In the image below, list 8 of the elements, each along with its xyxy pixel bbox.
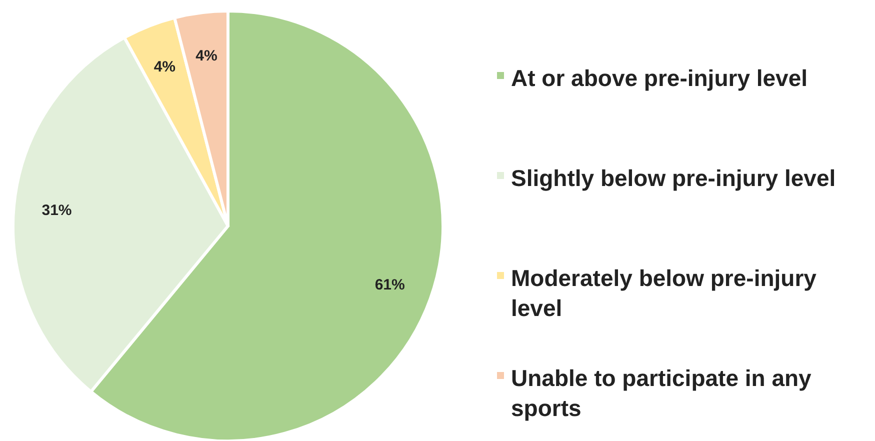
legend-label: Slightly below pre-injury level [511,165,836,191]
legend-label: Moderately below pre-injury level [511,265,817,321]
legend-label: At or above pre-injury level [511,65,808,91]
data-label: 61% [374,276,405,294]
data-label: 4% [196,48,218,65]
data-label: 31% [42,202,72,220]
legend-label: Unable to participate in any sports [511,365,812,421]
data-label: 4% [154,58,176,76]
